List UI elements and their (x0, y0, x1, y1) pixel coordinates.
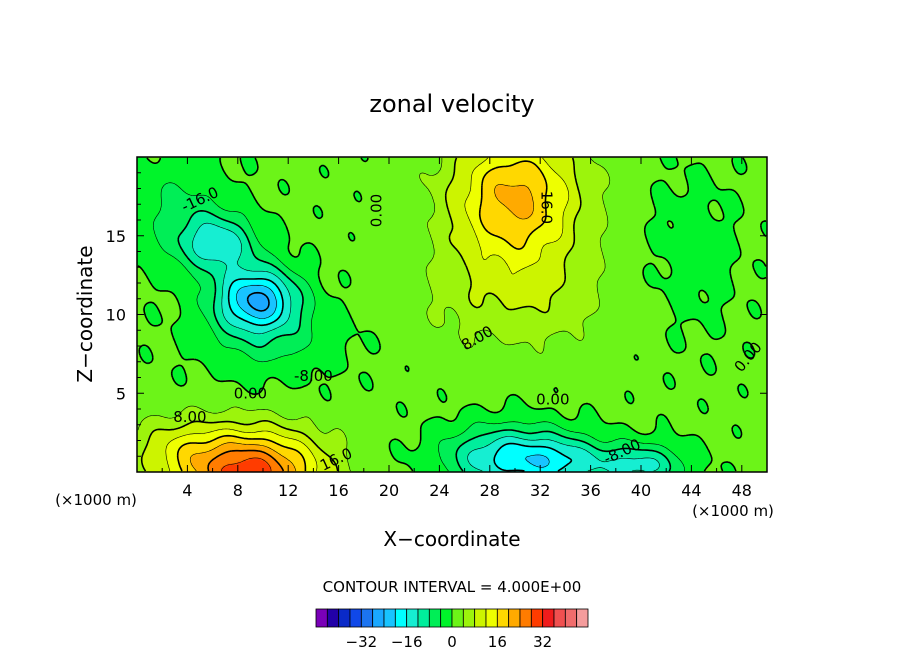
x-tick-label: 40 (631, 481, 651, 500)
colorbar-swatch (451, 608, 464, 628)
colorbar-swatch (372, 608, 385, 628)
contour-label: -8.00 (294, 367, 333, 385)
colorbar-swatch (428, 608, 442, 628)
contour-line (227, 278, 573, 472)
colorbar-swatch (440, 608, 453, 628)
contour-line (165, 157, 570, 472)
colorbar-swatch (576, 608, 589, 628)
contour-lines (137, 157, 767, 472)
field-fill (137, 157, 767, 472)
x-tick-label: 36 (580, 481, 600, 500)
contour-line (207, 449, 285, 472)
x-tick-label: 8 (233, 481, 243, 500)
colorbar-swatch (417, 608, 430, 628)
colorbar-swatch (519, 608, 532, 628)
x-tick-label: 4 (182, 481, 192, 500)
colorbar-swatch (394, 608, 408, 628)
y-tick-label: 10 (106, 306, 126, 325)
colorbar-swatch (474, 608, 487, 628)
colorbar-swatch (338, 608, 351, 628)
x-tick-label: 48 (732, 481, 752, 500)
colorbar-swatch (496, 608, 510, 628)
colorbar-swatch (326, 608, 340, 628)
contour-label: 0.00 (536, 391, 569, 409)
colorbar-swatch (315, 608, 328, 628)
y-tick-label: 15 (106, 227, 126, 246)
contour-line (246, 291, 270, 312)
colorbar-tick-label: 16 (488, 633, 507, 651)
x-axis-label: X−coordinate (383, 527, 520, 551)
contour-label: 0.00 (367, 194, 385, 227)
colorbar-tick-label: 0 (447, 633, 457, 651)
contour-label: 16.0 (538, 191, 556, 224)
chart-title: zonal velocity (369, 90, 534, 118)
colorbar-swatch (542, 608, 555, 628)
x-tick-label: 12 (278, 481, 298, 500)
colorbar-swatch (508, 608, 521, 628)
colorbar-swatch (485, 608, 498, 628)
colorbar-swatch (530, 608, 544, 628)
colorbar-swatch (383, 608, 396, 628)
contour-line (137, 157, 767, 472)
x-tick-label: 44 (681, 481, 701, 500)
colorbar-swatch (462, 608, 476, 628)
contour-line (137, 157, 611, 472)
colorbar: −32 −16 0 16 32 (315, 608, 589, 651)
contour-line (236, 285, 550, 468)
colorbar-tick-label: −16 (391, 633, 423, 651)
contour-label: 0.00 (234, 384, 267, 402)
colorbar-tick-label: 32 (533, 633, 552, 651)
colorbar-tick-label: −32 (346, 633, 378, 651)
contour-interval-label: CONTOUR INTERVAL = 4.000E+00 (323, 578, 582, 596)
x-tick-label: 20 (379, 481, 399, 500)
x-tick-label: 32 (530, 481, 550, 500)
y-tick-label: 5 (116, 384, 126, 403)
x-tick-label: 24 (429, 481, 449, 500)
contour-line (176, 160, 548, 472)
contour-line (177, 210, 672, 472)
x-units-right: (×1000 m) (692, 502, 774, 520)
contour-line (153, 182, 685, 472)
x-axis: 4 8 12 16 20 24 28 32 36 40 44 48 (161, 157, 752, 500)
contour-line (221, 457, 272, 472)
colorbar-swatch (564, 608, 578, 628)
colorbar-swatch (349, 608, 362, 628)
colorbar-swatch (406, 608, 419, 628)
y-axis: 5 10 15 (106, 172, 767, 457)
y-axis-label: Z−coordinate (73, 245, 97, 382)
x-tick-label: 28 (480, 481, 500, 500)
x-tick-label: 16 (328, 481, 348, 500)
x-units-left: (×1000 m) (55, 491, 137, 509)
plot-area: -16.0 0.00 16.0-8.000.008.0016.08.000.00-8… (136, 156, 768, 475)
colorbar-swatch (360, 608, 374, 628)
contour-line (189, 184, 534, 472)
contour-line (192, 222, 660, 472)
colorbar-swatch (553, 608, 566, 628)
contour-label: 8.00 (173, 408, 206, 426)
contour-line (140, 157, 582, 472)
